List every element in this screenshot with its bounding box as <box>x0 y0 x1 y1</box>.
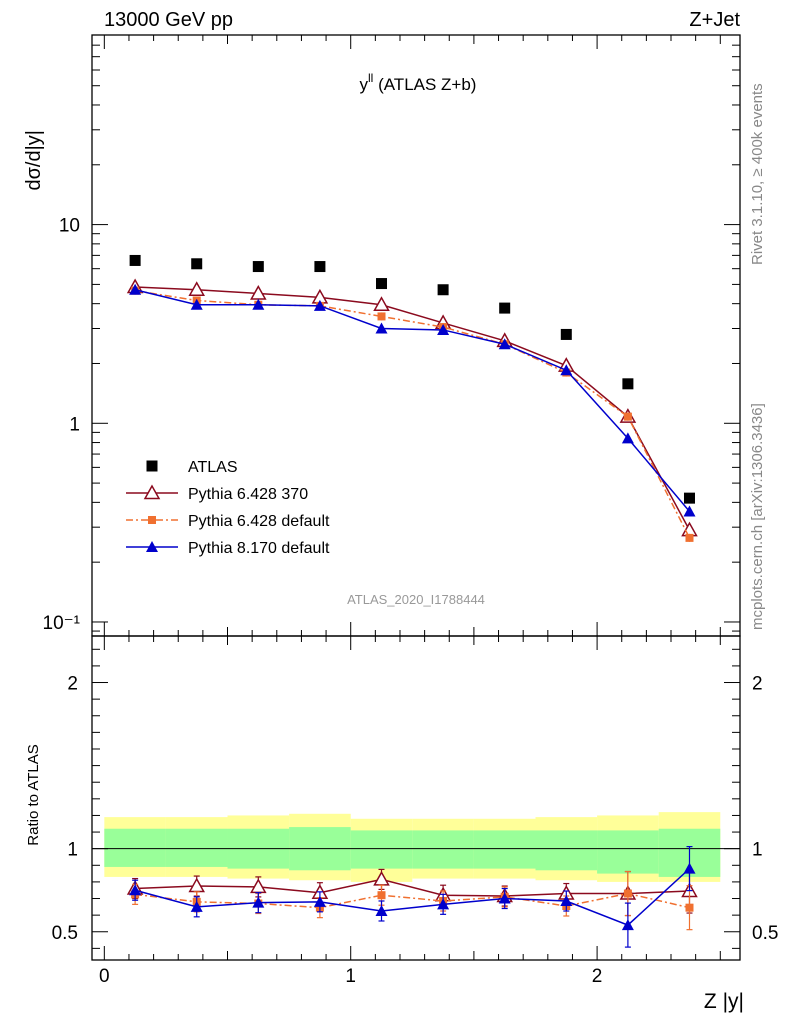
main-data-point <box>623 412 632 421</box>
process-label: Z+Jet <box>689 9 740 31</box>
main-data-point <box>191 258 203 270</box>
main-data-point <box>313 299 326 311</box>
main-data-point <box>683 505 696 517</box>
ratio-inner-band <box>165 828 228 867</box>
main-data-point <box>129 283 142 295</box>
main-y-tick-label: 10 <box>59 216 80 237</box>
ratio-data-point <box>313 895 326 907</box>
ratio-panel-frame <box>91 635 741 961</box>
main-data-point <box>190 298 203 310</box>
ratio-inner-band <box>104 828 166 867</box>
main-data-point <box>252 298 265 310</box>
main-data-point <box>188 281 205 296</box>
main-data-point <box>681 521 698 537</box>
main-data-point <box>129 254 141 266</box>
main-data-point <box>560 328 572 340</box>
ratio-y-axis-label: Ratio to ATLAS <box>25 744 42 845</box>
main-data-point <box>683 492 695 504</box>
main-data-point <box>560 364 573 376</box>
energy-label: 13000 GeV pp <box>104 9 233 31</box>
ratio-data-point <box>437 898 450 910</box>
rivet-label: Rivet 3.1.10, ≥ 400k events <box>749 83 766 265</box>
ratio-inner-band <box>412 830 474 869</box>
main-data-point <box>314 261 326 273</box>
ratio-inner-band <box>535 830 598 871</box>
ratio-y-tick-label-right: 2 <box>752 674 763 695</box>
plot-title-main: y <box>360 75 369 94</box>
main-y-axis-label: dσ/d|y| <box>23 130 45 191</box>
legend-label: Pythia 8.170 default <box>188 540 330 557</box>
mcplots-label: mcplots.cern.ch [arXiv:1306.3436] <box>749 403 766 630</box>
analysis-label: ATLAS_2020_I1788444 <box>347 592 485 607</box>
plot-title-sup: ll <box>368 71 373 85</box>
ratio-data-point <box>188 877 205 893</box>
main-data-point <box>252 261 264 273</box>
main-series-line <box>135 286 691 531</box>
generated-chart-layer: 0 1 2 10⁻¹ 1 10 0.5 0.5 1 1 2 2 ATLAS Pythia 6.428 37… <box>43 34 778 987</box>
legend-marker <box>146 541 158 552</box>
main-series-line <box>134 289 691 512</box>
ratio-y-tick-label-left: 0.5 <box>52 923 78 944</box>
main-data-point <box>375 322 388 334</box>
ratio-inner-band <box>473 830 536 869</box>
main-data-point <box>498 338 511 350</box>
main-data-point <box>622 378 634 390</box>
ratio-series-line <box>135 878 690 897</box>
ratio-data-point <box>685 903 694 912</box>
legend-label: Pythia 6.428 default <box>188 513 330 530</box>
main-data-point <box>376 278 388 290</box>
main-data-point <box>621 432 634 444</box>
ratio-y-tick-label-left: 2 <box>67 674 78 695</box>
legend-label: Pythia 6.428 370 <box>188 486 308 503</box>
ratio-series-line <box>135 892 690 909</box>
ratio-data-point <box>623 889 632 898</box>
ratio-data-point <box>252 896 265 908</box>
plot-title: yll (ATLAS Z+b) <box>360 71 477 94</box>
ratio-data-point <box>129 884 142 896</box>
legend-label: ATLAS <box>188 459 238 476</box>
ratio-data-point <box>683 862 696 874</box>
main-series-line <box>134 289 691 539</box>
ratio-data-point <box>498 892 511 904</box>
main-data-point <box>437 323 450 335</box>
main-data-point <box>437 284 449 296</box>
ratio-inner-band <box>597 830 659 874</box>
main-data-point <box>499 302 511 314</box>
ratio-y-tick-label-right: 1 <box>752 840 763 861</box>
ratio-data-point <box>621 919 634 931</box>
ratio-data-point <box>375 904 388 916</box>
ratio-y-tick-label-left: 1 <box>67 840 78 861</box>
x-axis-label: Z |y| <box>704 990 744 1013</box>
main-y-tick-label: 1 <box>69 414 80 435</box>
main-data-point <box>373 296 390 311</box>
ratio-inner-band <box>350 830 413 869</box>
x-tick-label: 2 <box>592 966 603 987</box>
ratio-series-line <box>134 868 690 926</box>
ratio-data-point <box>560 895 573 907</box>
main-data-point <box>377 312 386 321</box>
plot-title-rest: (ATLAS Z+b) <box>373 75 476 94</box>
ratio-data-point <box>377 891 386 900</box>
legend-marker <box>148 516 156 524</box>
main-data-point <box>685 533 694 542</box>
ratio-data-point <box>190 900 203 912</box>
legend-marker <box>146 460 158 472</box>
ratio-y-tick-label-right: 0.5 <box>752 923 778 944</box>
x-tick-label: 0 <box>99 966 110 987</box>
legend-marker <box>143 484 161 500</box>
main-y-tick-label: 10⁻¹ <box>43 613 81 634</box>
x-tick-label: 1 <box>345 966 356 987</box>
